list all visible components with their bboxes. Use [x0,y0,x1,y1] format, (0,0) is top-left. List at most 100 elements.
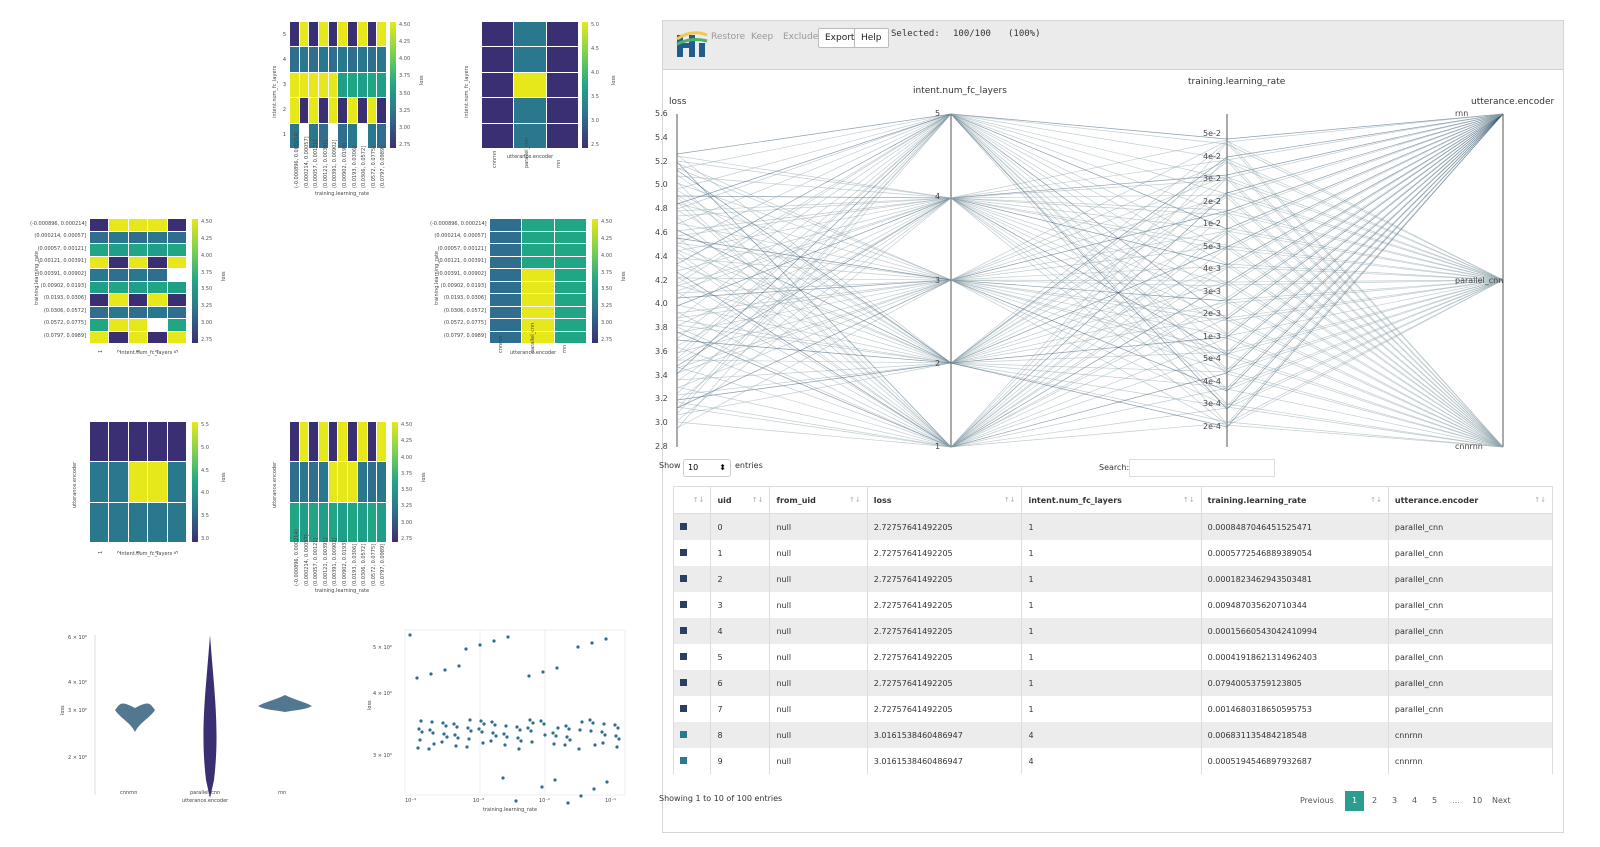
pc-line[interactable] [676,113,1504,367]
sort-icon[interactable]: ↑↓ [1182,495,1195,504]
table-row[interactable]: 2 null 2.72757641492205 1 0.0001823462943503… [672,566,1554,592]
pc-line[interactable] [676,113,1504,448]
table-row[interactable]: 3 null 2.72757641492205 1 0.0094870356207103… [672,592,1554,618]
column-header[interactable]: training.learning_rate ↑↓ [1200,486,1389,514]
pc-line[interactable] [676,113,1504,448]
next-page-button[interactable]: Next [1492,796,1511,805]
table-row[interactable]: 4 null 2.72757641492205 1 0.0001566054304241… [672,618,1554,644]
table-row[interactable]: 1 null 2.72757641492205 1 0.0005772546889389… [672,540,1554,566]
axis-title-encoder[interactable]: utterance.encoder [1471,97,1555,107]
pc-line[interactable] [676,157,1504,448]
pc-line[interactable] [676,113,1504,396]
axis-title-num-fc-layers[interactable]: intent.num_fc_layers [913,86,1007,96]
pc-line[interactable] [676,113,1504,299]
page-button[interactable]: 10 [1472,796,1483,805]
column-header[interactable]: loss ↑↓ [866,486,1023,514]
exclude-button[interactable]: Exclude [783,32,819,42]
page-button[interactable]: 1 [1345,791,1365,811]
axis-title-learning-rate[interactable]: training.learning_rate [1188,77,1286,87]
keep-button[interactable]: Keep [751,32,774,42]
pc-line[interactable] [676,227,1504,448]
pc-line[interactable] [676,179,1504,281]
pc-line[interactable] [676,277,1504,448]
pc-line[interactable] [676,113,1504,409]
table-row[interactable]: 7 null 2.72757641492205 1 0.0014680318650595… [672,696,1554,722]
pc-line[interactable] [676,113,1504,448]
previous-page-button[interactable]: Previous [1300,796,1334,805]
pc-line[interactable] [676,142,1504,448]
pc-line[interactable] [676,245,1504,374]
pc-line[interactable] [676,265,1504,448]
pc-line[interactable] [676,196,1504,448]
column-header[interactable]: ↑↓ [672,486,712,514]
pc-line[interactable] [676,236,1504,448]
pc-line[interactable] [676,311,1504,448]
table-row[interactable]: 5 null 2.72757641492205 1 0.0004191862131496… [672,644,1554,670]
pc-line[interactable] [676,113,1504,448]
axis-title-loss[interactable]: loss [669,97,687,107]
pc-line[interactable] [676,197,1504,391]
pc-line[interactable] [676,113,1504,422]
pc-line[interactable] [676,113,1504,265]
pc-line[interactable] [676,160,1504,281]
pc-line[interactable] [676,232,1504,448]
pc-line[interactable] [676,113,1504,448]
table-row[interactable]: 6 null 2.72757641492205 1 0.0794005375912380… [672,670,1554,696]
pc-line[interactable] [676,197,1504,448]
pc-line[interactable] [676,181,1504,448]
pc-line[interactable] [676,279,1504,448]
pc-line[interactable] [676,113,1504,448]
pc-line[interactable] [676,176,1504,364]
page-button[interactable]: 3 [1392,796,1398,805]
pc-line[interactable] [676,279,1504,369]
pc-line[interactable] [676,113,1504,448]
pc-line[interactable] [676,113,1504,448]
sort-icon[interactable]: ↑↓ [1370,495,1382,504]
entries-select[interactable]: 10 ⬍ [683,459,731,477]
table-row[interactable]: 0 null 2.72757641492205 1 0.0008487046451525… [672,513,1554,540]
table-row[interactable]: 8 null 3.0161538460486947 4 0.00683113548421… [672,722,1554,748]
sort-icon[interactable]: ↑↓ [751,495,764,504]
pc-line[interactable] [676,113,1504,448]
pc-line[interactable] [676,162,1504,448]
pc-line[interactable] [676,167,1504,448]
sort-icon[interactable]: ↑↓ [849,495,861,504]
pc-line[interactable] [676,113,1504,355]
pc-line[interactable] [676,113,1504,425]
column-header[interactable]: utterance.encoder ↑↓ [1387,486,1554,514]
pc-line[interactable] [676,247,1504,448]
pc-line[interactable] [676,161,1504,364]
help-button[interactable]: Help [854,28,889,48]
column-header[interactable]: from_uid ↑↓ [769,486,868,514]
pc-line[interactable] [676,196,1504,448]
table-row[interactable]: 9 null 3.0161538460486947 4 0.00051945468979… [672,748,1554,774]
pc-line[interactable] [676,113,1504,407]
pc-line[interactable] [676,113,1504,155]
sort-icon[interactable]: ↑↓ [1534,495,1546,504]
pc-line[interactable] [676,175,1504,448]
pc-line[interactable] [676,155,1504,286]
pc-line[interactable] [676,113,1504,392]
column-header[interactable]: uid ↑↓ [710,486,771,514]
pc-line[interactable] [676,113,1504,448]
pc-line[interactable] [676,201,1504,448]
parallel-coordinates-plot[interactable]: loss intent.num_fc_layers training.learn… [655,70,1563,465]
page-button[interactable]: 2 [1372,796,1378,805]
pc-line[interactable] [676,197,1504,448]
pc-line[interactable] [676,113,1504,362]
pc-line[interactable] [676,113,1504,401]
pc-line[interactable] [676,113,1504,356]
pc-line[interactable] [676,113,1504,266]
pc-line[interactable] [676,139,1504,448]
column-header[interactable]: intent.num_fc_layers ↑↓ [1021,486,1202,514]
pc-line[interactable] [676,113,1504,448]
pc-line[interactable] [676,113,1504,430]
pc-line[interactable] [676,197,1504,301]
pc-line[interactable] [676,197,1504,406]
pc-line[interactable] [676,175,1504,448]
pc-line[interactable] [676,160,1504,448]
pc-line[interactable] [676,197,1504,448]
pc-line[interactable] [676,113,1504,294]
pc-line[interactable] [676,113,1504,281]
pc-line[interactable] [676,279,1504,416]
